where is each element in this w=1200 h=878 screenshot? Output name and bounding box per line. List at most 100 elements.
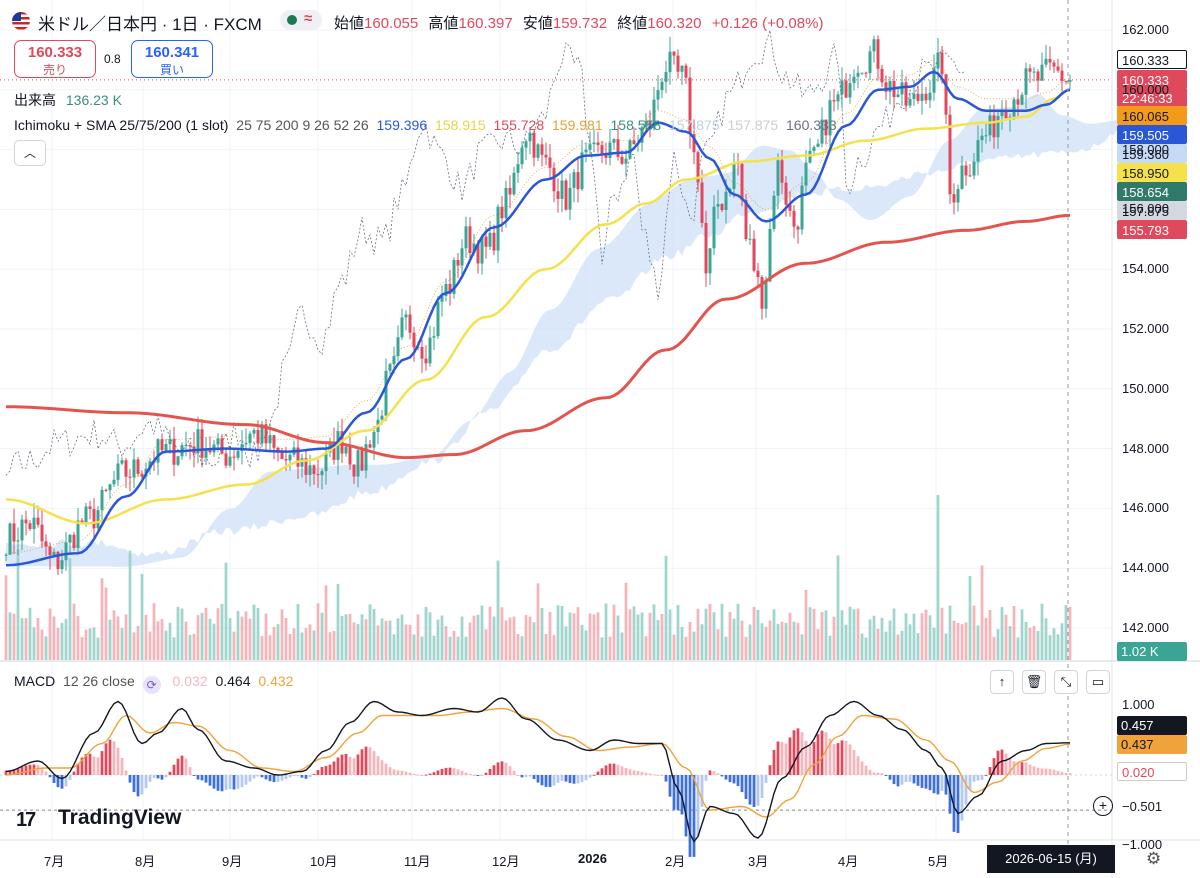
candle-body [968, 175, 972, 177]
macd-histogram-bar [608, 763, 612, 775]
price-axis-tick: 158.000 [1122, 141, 1169, 157]
volume-bar [1064, 604, 1068, 660]
volume-bar [272, 626, 276, 660]
volume-bar [988, 610, 992, 660]
candle-body [660, 81, 664, 91]
volume-bar [476, 614, 480, 660]
macd-histogram-bar [384, 763, 388, 775]
price-tag: 158.654 [1117, 182, 1187, 201]
volume-bar [264, 613, 268, 660]
macd-histogram-bar [1040, 768, 1044, 775]
ichimoku-value: 158.915 [431, 117, 486, 133]
macd-histogram-bar [440, 768, 444, 775]
candle-body [288, 454, 292, 461]
candle-body [472, 243, 476, 253]
ichimoku-legend[interactable]: Ichimoku + SMA 25/75/200 (1 slot) 25 75 … [14, 117, 837, 133]
gear-icon[interactable]: ⚙ [1146, 849, 1162, 868]
macd-histogram-bar [348, 756, 352, 775]
maximize-pane-icon[interactable]: ▭ [1086, 670, 1110, 694]
macd-histogram-bar [524, 775, 528, 777]
macd-histogram-bar [180, 755, 184, 775]
volume-bar [392, 634, 396, 660]
volume-bar [708, 603, 712, 660]
candle-body [12, 523, 16, 542]
volume-bar [844, 624, 848, 660]
candle-body [744, 199, 748, 240]
volume-bar [284, 617, 288, 660]
macd-histogram-bar [588, 775, 592, 778]
candle-body [76, 520, 80, 548]
candle-body [216, 438, 220, 445]
candle-body [972, 161, 976, 176]
volume-bar [1000, 607, 1004, 660]
macd-histogram-bar [184, 758, 188, 775]
trash-icon[interactable]: 🗑 [1022, 670, 1046, 694]
macd-axis-tick: 1.000 [1122, 697, 1155, 712]
candle-body [812, 147, 816, 151]
candle-body [596, 142, 600, 146]
macd-histogram-bar [268, 775, 272, 782]
macd-histogram-bar [244, 775, 248, 785]
refresh-icon[interactable]: ⟳ [142, 676, 161, 694]
macd-histogram-bar [192, 775, 196, 776]
volume-legend[interactable]: 出来高 136.23 K [14, 92, 122, 108]
volume-bar [396, 618, 400, 660]
volume-bar [1004, 614, 1008, 660]
volume-bar [1020, 609, 1024, 660]
add-level-icon[interactable]: + [1093, 796, 1113, 816]
sell-button[interactable]: 160.333 売り [14, 40, 96, 78]
candle-body [704, 222, 708, 274]
candle-body [412, 332, 416, 348]
volume-bar [952, 620, 956, 660]
collapse-pane-icon[interactable]: ⤡ [1054, 670, 1078, 694]
candle-body [884, 82, 888, 92]
volume-bar [188, 634, 192, 660]
candle-body [948, 114, 952, 195]
buy-button[interactable]: 160.341 買い [131, 40, 213, 78]
volume-bar [100, 578, 104, 660]
macd-histogram-bar [220, 775, 224, 792]
price-tag: 159.505 [1117, 125, 1187, 144]
macd-histogram-bar [76, 763, 80, 775]
volume-bar [616, 615, 620, 660]
candle-body [872, 39, 876, 52]
candle-body [16, 540, 20, 542]
volume-bar [1032, 625, 1036, 660]
macd-histogram-bar [336, 757, 340, 775]
candle-body [532, 132, 536, 158]
market-status-pill[interactable]: ≈ [280, 10, 322, 30]
macd-histogram-bar [288, 775, 292, 778]
brand-name: TradingView [58, 806, 182, 829]
price-tag: 159.360 [1117, 144, 1187, 163]
collapse-legend-button[interactable]: ︿ [14, 140, 46, 166]
candle-body [388, 364, 392, 371]
macd-histogram-bar [356, 754, 360, 775]
candle-body [516, 164, 520, 173]
macd-histogram-bar [196, 775, 200, 780]
candle-body [976, 140, 980, 162]
macd-histogram-bar [48, 775, 52, 778]
volume-bar [344, 614, 348, 660]
macd-histogram-bar [744, 775, 748, 800]
candle-body [988, 115, 992, 136]
macd-histogram-bar [92, 756, 96, 775]
volume-bar [540, 607, 544, 660]
symbol-title[interactable]: 米ドル／日本円 · 1日 · FXCM [38, 15, 262, 34]
volume-bar [156, 621, 160, 660]
ichimoku-value: 159.981 [548, 117, 603, 133]
macd-histogram-bar [904, 775, 908, 783]
price-axis-tick: 152.000 [1122, 321, 1169, 336]
macd-histogram-bar [788, 737, 792, 775]
macd-histogram-bar [1020, 762, 1024, 775]
volume-bar [480, 605, 484, 660]
candle-body [1044, 58, 1048, 65]
candle-body [540, 144, 544, 155]
macd-legend[interactable]: MACD 12 26 close ⟳ 0.032 0.464 0.432 [14, 673, 294, 694]
move-up-icon[interactable]: ↑ [990, 670, 1014, 694]
candle-body [924, 93, 928, 101]
macd-histogram-bar [400, 770, 404, 775]
candle-body [160, 439, 164, 451]
volume-bar [888, 620, 892, 660]
macd-histogram-bar [264, 775, 268, 780]
